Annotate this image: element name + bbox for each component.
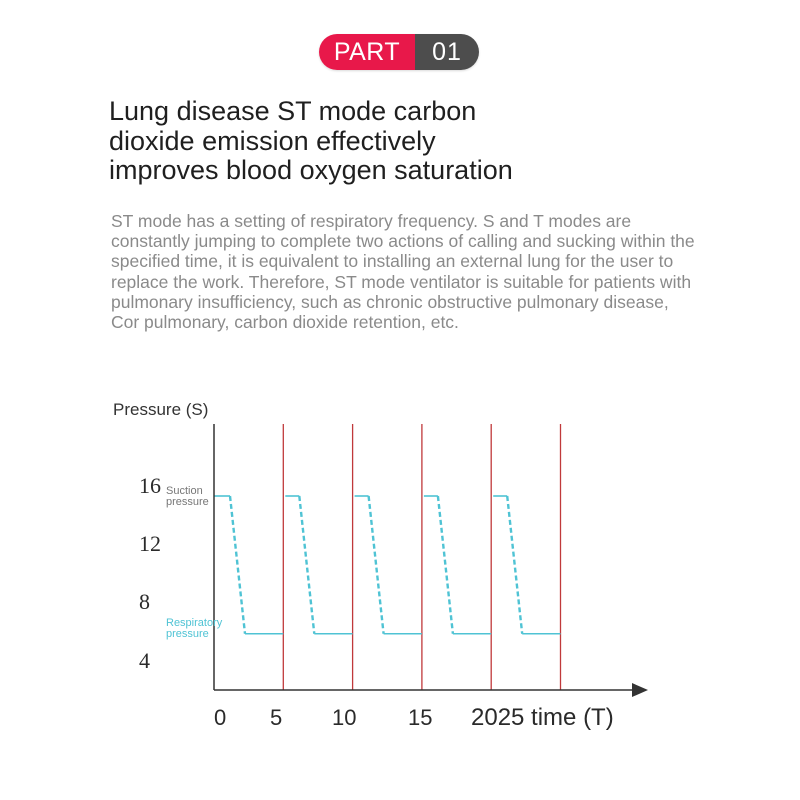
description: ST mode has a setting of respiratory fre… bbox=[111, 211, 791, 332]
x-axis-label: 2025 time (T) bbox=[471, 704, 614, 731]
x-tick-label: 15 bbox=[408, 705, 432, 730]
y-tick-label: 8 bbox=[139, 589, 150, 614]
description-line: replace the work. Therefore, ST mode ven… bbox=[111, 271, 692, 292]
x-ticks: 0 5 10 15 bbox=[214, 705, 432, 730]
respiratory-note-line: pressure bbox=[166, 628, 209, 640]
description-line: pulmonary insufficiency, such as chronic… bbox=[111, 291, 669, 312]
y-tick-label: 12 bbox=[139, 531, 161, 556]
x-axis-arrow bbox=[632, 683, 648, 697]
headline-line: dioxide emission effectively bbox=[109, 125, 436, 156]
description-line: Cor pulmonary, carbon dioxide retention,… bbox=[111, 312, 459, 333]
part-number: 01 bbox=[415, 34, 479, 70]
pressure-drop-segment bbox=[506, 495, 524, 634]
cycle-lines bbox=[282, 424, 562, 690]
y-axis-label: Pressure (S) bbox=[113, 400, 208, 419]
y-ticks: 16 12 8 4 bbox=[139, 473, 161, 673]
headline-line: improves blood oxygen saturation bbox=[109, 155, 513, 185]
pressure-chart: Pressure (S) 16 12 8 4 0 5 10 15 2025 ti… bbox=[113, 400, 648, 731]
headline: Lung disease ST mode carbon dioxide emis… bbox=[109, 96, 709, 186]
x-tick-label: 0 bbox=[214, 705, 226, 730]
suction-note-line: Suction bbox=[166, 485, 203, 497]
description-line: constantly jumping to complete two actio… bbox=[111, 231, 695, 252]
x-tick-label: 10 bbox=[332, 705, 356, 730]
y-tick-label: 4 bbox=[139, 648, 150, 673]
respiratory-pressure-note: Respiratory pressure bbox=[166, 617, 225, 640]
respiratory-note-line: Respiratory bbox=[166, 617, 223, 629]
headline-line: Lung disease ST mode carbon bbox=[109, 96, 477, 126]
pressure-drop-segment bbox=[367, 495, 385, 634]
suction-note-line: pressure bbox=[166, 496, 209, 508]
description-line: ST mode has a setting of respiratory fre… bbox=[111, 211, 632, 231]
pressure-drop-segment bbox=[436, 495, 455, 634]
description-line: specified time, it is equivalent to inst… bbox=[111, 251, 674, 272]
pressure-waves bbox=[214, 495, 561, 635]
pressure-drop-segment bbox=[298, 495, 316, 634]
part-label: PART bbox=[319, 34, 415, 70]
x-tick-label: 5 bbox=[270, 705, 282, 730]
part-badge: PART 01 bbox=[319, 34, 479, 70]
y-tick-label: 16 bbox=[139, 473, 161, 498]
suction-pressure-note: Suction pressure bbox=[166, 485, 209, 508]
pressure-drop-segment bbox=[228, 495, 247, 634]
